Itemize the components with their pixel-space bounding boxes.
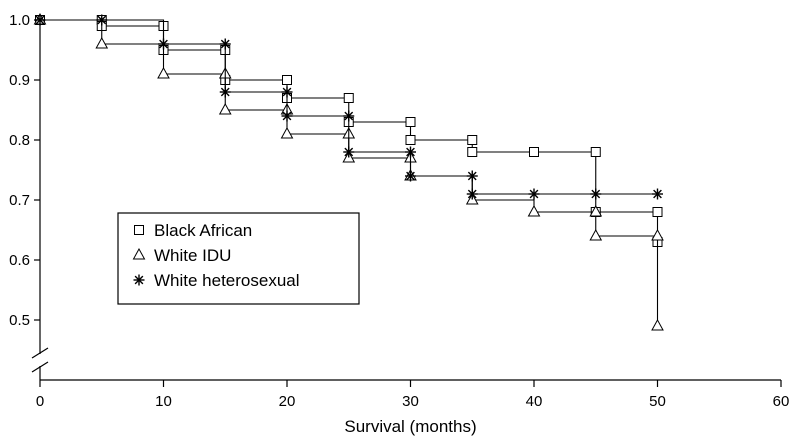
asterisk-marker [35, 15, 46, 26]
x-ticks: 0 10 20 30 40 50 60 [36, 380, 790, 410]
x-tick-label: 50 [649, 393, 666, 410]
triangle-marker [652, 230, 663, 240]
asterisk-marker [96, 15, 107, 26]
square-marker [591, 148, 600, 157]
asterisk-marker [529, 189, 540, 200]
x-tick-label: 20 [279, 393, 296, 410]
asterisk-marker [158, 39, 169, 50]
triangle-marker [220, 104, 231, 114]
legend-asterisk-icon [134, 275, 145, 286]
asterisk-marker [220, 87, 231, 98]
asterisk-marker [282, 87, 293, 98]
triangle-marker [652, 320, 663, 330]
square-marker [468, 148, 477, 157]
y-tick-label: 0.6 [9, 252, 30, 269]
square-marker [406, 118, 415, 127]
square-marker [283, 76, 292, 85]
asterisk-marker [343, 111, 354, 122]
x-tick-label: 60 [773, 393, 790, 410]
x-tick-label: 40 [526, 393, 543, 410]
y-tick-label: 0.8 [9, 132, 30, 149]
asterisk-marker [467, 171, 478, 182]
x-tick-label: 0 [36, 393, 44, 410]
legend-label: Black African [154, 221, 252, 240]
asterisk-marker [405, 147, 416, 158]
x-axis-title: Survival (months) [344, 417, 476, 436]
square-marker [406, 136, 415, 145]
triangle-marker [96, 38, 107, 48]
square-marker [530, 148, 539, 157]
triangle-marker [282, 128, 293, 138]
legend: Black African White IDU White heterosexual [118, 213, 359, 304]
asterisk-marker [405, 171, 416, 182]
y-tick-label: 0.9 [9, 72, 30, 89]
legend-label: White heterosexual [154, 271, 300, 290]
y-tick-label: 1.0 [9, 12, 30, 29]
asterisk-marker [652, 189, 663, 200]
asterisk-marker [343, 147, 354, 158]
asterisk-marker [590, 189, 601, 200]
asterisk-marker [220, 39, 231, 50]
asterisk-marker [282, 111, 293, 122]
triangle-marker [590, 230, 601, 240]
x-tick-label: 10 [155, 393, 172, 410]
y-ticks: 0.5 0.6 0.7 0.8 0.9 1.0 [9, 12, 40, 329]
y-tick-label: 0.7 [9, 192, 30, 209]
square-marker [344, 94, 353, 103]
legend-label: White IDU [154, 246, 231, 265]
legend-square-icon [135, 226, 144, 235]
triangle-marker [529, 206, 540, 216]
y-tick-label: 0.5 [9, 312, 30, 329]
triangle-marker [158, 68, 169, 78]
asterisk-marker [467, 189, 478, 200]
x-tick-label: 30 [402, 393, 419, 410]
square-marker [653, 208, 662, 217]
square-marker [468, 136, 477, 145]
